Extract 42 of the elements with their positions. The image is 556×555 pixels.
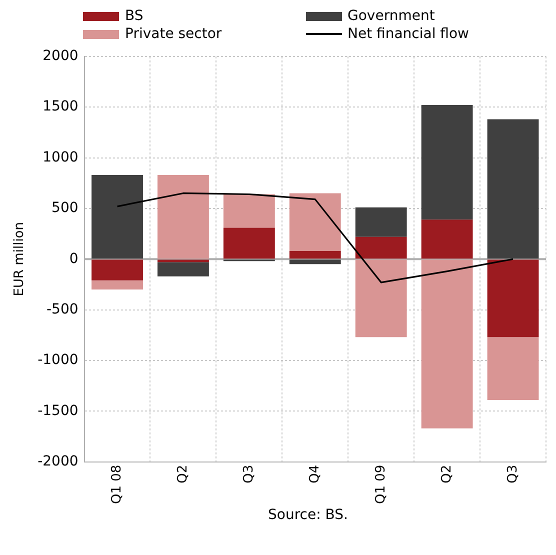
y-axis-title: EUR million [12,222,28,296]
y-tick-label: -1000 [38,352,78,368]
x-tick-label: Q3 [242,464,257,484]
bar [92,280,143,290]
x-tick-label: Q3 [505,464,520,484]
y-tick-label: 1000 [42,149,78,166]
x-tick-label: Q1 08 [110,464,125,504]
source-note: Source: BS. [267,507,349,523]
legend-label: BS [125,8,144,24]
bar [421,260,473,428]
x-tick-label: Q2 [176,464,191,484]
bar [157,174,209,259]
x-tick-label: Q1 09 [373,464,388,504]
bar [421,105,473,220]
bar [223,228,275,259]
y-tick-label: 0 [69,250,78,267]
bar [157,262,209,276]
x-tick-label: Q4 [308,464,323,484]
bar [421,220,473,259]
y-tick-label: 500 [52,200,78,216]
legend-label: Government [348,8,435,24]
bar [92,174,143,259]
legend-label: Private sector [125,26,222,42]
bar [223,194,275,228]
y-tick-label: -2000 [38,453,78,470]
bar [355,236,407,259]
bar [289,193,341,252]
bar [355,207,407,237]
bar [157,260,209,262]
bar [487,337,539,400]
y-tick-label: 1500 [42,98,78,115]
bar [289,260,341,264]
bar [487,260,539,338]
x-tick-label: Q2 [439,464,454,484]
legend-label: Net financial flow [348,26,470,42]
y-tick-label: -500 [46,301,78,318]
y-tick-label: -1500 [38,402,78,419]
bar [355,260,407,338]
bar [92,260,143,280]
bar [487,119,539,259]
y-tick-label: 2000 [42,48,78,64]
bar [289,251,341,259]
